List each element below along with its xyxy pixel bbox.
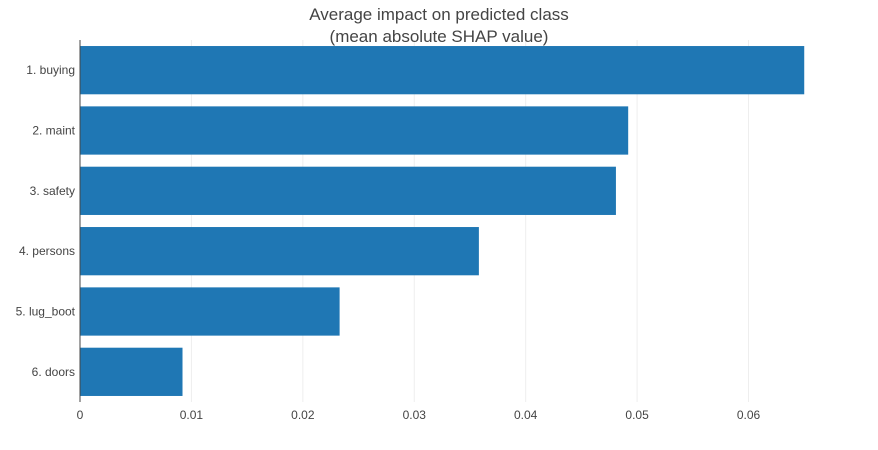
x-tick-label: 0.04: [514, 408, 538, 422]
bar: [80, 287, 340, 335]
bar: [80, 167, 616, 215]
y-tick-label: 1. buying: [26, 63, 75, 77]
bar: [80, 106, 628, 154]
bar-layer: [80, 46, 804, 396]
x-tick-layer: 0 0.01 0.02 0.03 0.04 0.05 0.06: [77, 408, 761, 422]
y-tick-label: 4. persons: [19, 244, 75, 258]
x-tick-label: 0.03: [403, 408, 427, 422]
bar: [80, 46, 804, 94]
y-tick-label: 2. maint: [32, 124, 75, 138]
y-tick-label: 3. safety: [30, 184, 75, 198]
bar: [80, 348, 183, 396]
bar: [80, 227, 479, 275]
x-tick-label: 0.06: [737, 408, 761, 422]
y-tick-label: 5. lug_boot: [16, 305, 76, 319]
x-tick-label: 0: [77, 408, 84, 422]
chart-title: Average impact on predicted class: [309, 5, 569, 24]
x-tick-label: 0.01: [180, 408, 204, 422]
x-tick-label: 0.05: [625, 408, 649, 422]
chart-subtitle: (mean absolute SHAP value): [330, 27, 549, 46]
y-tick-layer: 1. buying 2. maint 3. safety 4. persons 5. l…: [16, 63, 76, 379]
x-tick-label: 0.02: [291, 408, 315, 422]
y-tick-label: 6. doors: [32, 365, 75, 379]
